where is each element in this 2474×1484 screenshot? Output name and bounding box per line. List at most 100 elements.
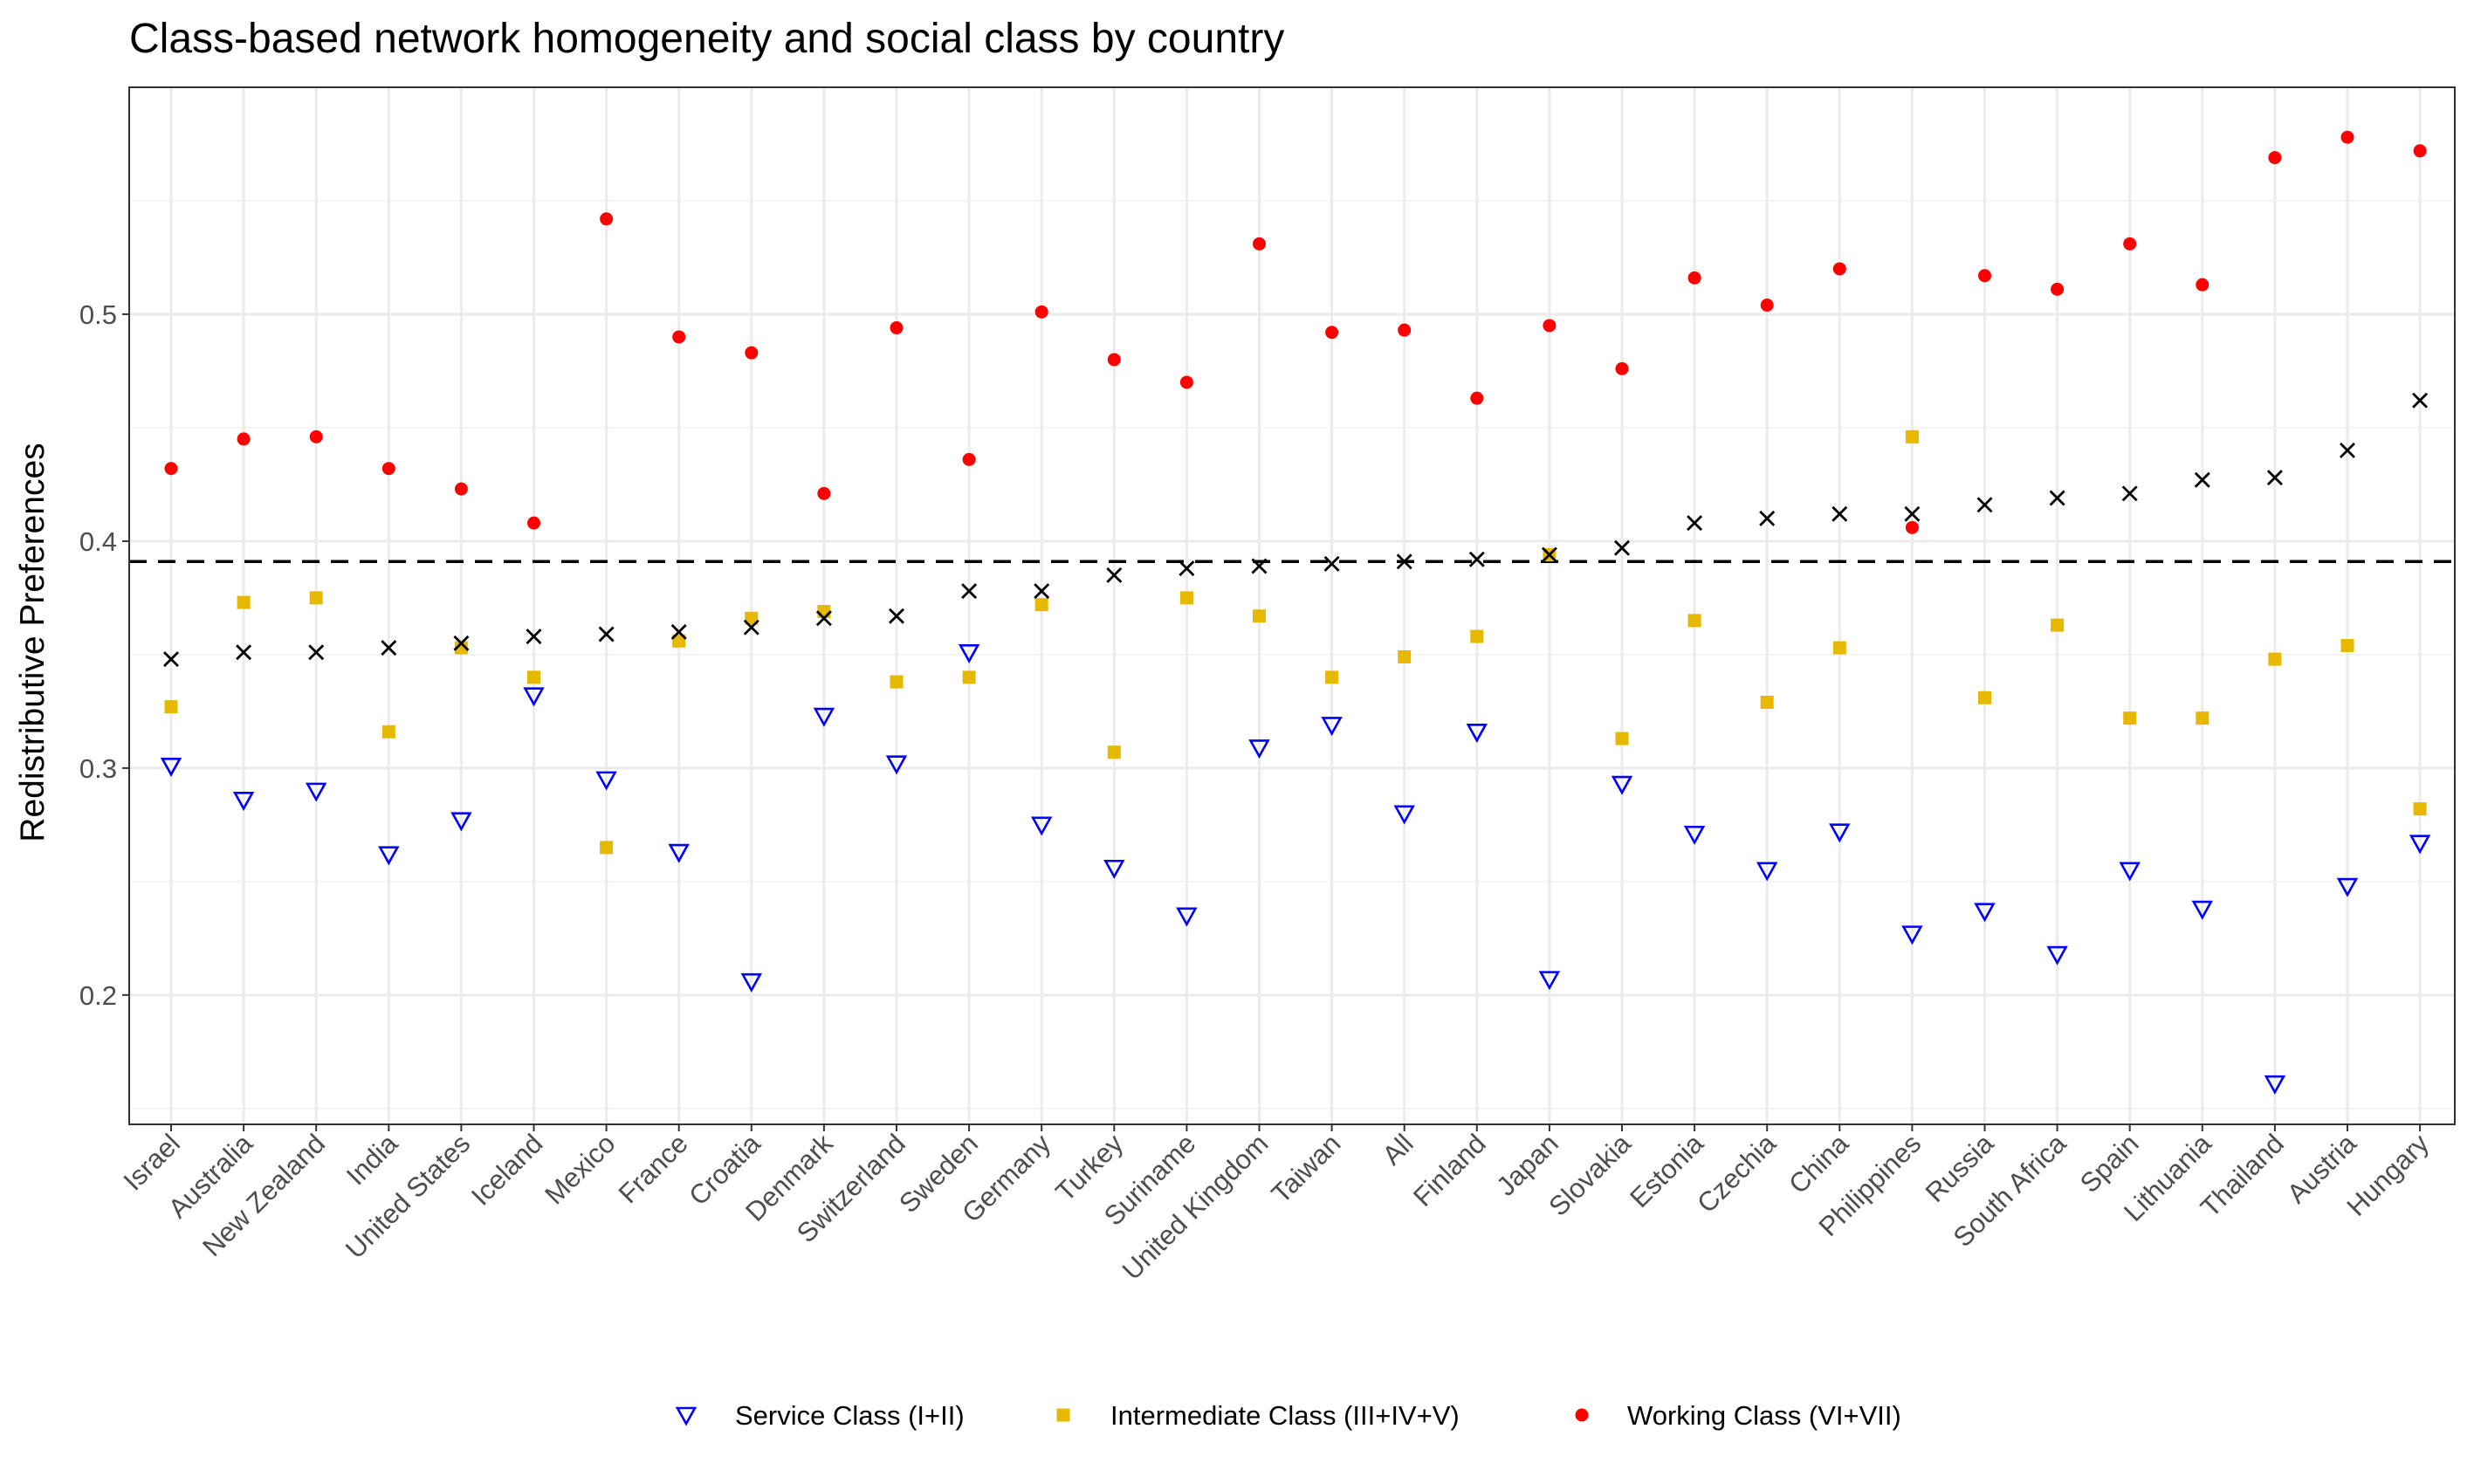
point-triangle-down-open-spain [2119, 862, 2141, 882]
point-triangle-down-open-slovakia [1611, 775, 1633, 795]
point-x-slovakia [1614, 539, 1630, 556]
point-square-south-africa [2051, 618, 2065, 632]
point-square-hungary [2413, 802, 2427, 816]
legend-key-triangle-down-open [675, 1406, 698, 1426]
point-triangle-down-open-denmark [813, 707, 835, 727]
point-triangle-down-open-thailand [2264, 1075, 2286, 1095]
point-square-spain [2123, 711, 2137, 725]
point-x-hungary [2412, 392, 2429, 409]
x-tick-label: Czechia [1691, 1128, 1782, 1219]
point-triangle-down-open-estonia [1683, 825, 1706, 845]
point-triangle-down-open-united-states [450, 812, 472, 832]
point-circle-philippines [1905, 520, 1919, 534]
point-x-croatia [743, 619, 759, 636]
point-circle-slovakia [1615, 361, 1629, 375]
point-triangle-down-open-switzerland [885, 755, 908, 775]
point-circle-thailand [2268, 151, 2282, 165]
x-tick-label: Israel [118, 1128, 186, 1196]
point-square-iceland [527, 670, 540, 684]
point-square-united-kingdom [1253, 609, 1266, 623]
legend: Service Class (I+II) Intermediate Class (… [675, 1400, 1901, 1431]
point-triangle-down-open-suriname [1176, 907, 1198, 927]
point-circle-spain [2123, 237, 2137, 251]
point-x-israel [163, 651, 179, 668]
point-square-switzerland [890, 675, 904, 689]
point-triangle-down-open-china [1829, 823, 1851, 843]
point-square-germany [1034, 598, 1048, 612]
point-circle-india [381, 462, 395, 476]
point-triangle-down-open-austria [2336, 877, 2359, 897]
y-axis: 0.2 0.3 0.4 0.5 [79, 299, 129, 1011]
plot-panel-border [128, 86, 2456, 1125]
point-x-taiwan [1323, 555, 1340, 572]
point-circle-sweden [962, 452, 976, 466]
point-square-france [672, 634, 686, 648]
point-square-australia [237, 595, 251, 609]
point-circle-finland [1470, 391, 1484, 405]
point-circle-taiwan [1325, 326, 1339, 340]
legend-key-circle [1575, 1408, 1589, 1422]
point-x-czechia [1759, 510, 1776, 526]
point-x-china [1831, 505, 1848, 522]
point-circle-france [672, 330, 686, 344]
point-x-spain [2121, 485, 2138, 502]
x-tick-label: Slovakia [1543, 1128, 1637, 1222]
point-square-new-zealand [309, 591, 323, 605]
plot-background [129, 87, 2455, 1124]
point-circle-denmark [817, 486, 831, 500]
point-triangle-down-open-germany [1030, 816, 1053, 836]
x-tick-label: All [1377, 1128, 1419, 1171]
point-circle-russia [1978, 269, 1991, 283]
point-square-suriname [1179, 591, 1193, 605]
point-x-sweden [961, 583, 978, 600]
point-x-india [381, 640, 397, 656]
point-triangle-down-open-sweden [958, 643, 980, 663]
y-tick-label: 0.3 [79, 753, 117, 784]
point-triangle-down-open-new-zealand [305, 782, 327, 802]
point-square-mexico [600, 841, 614, 855]
x-tick-label: United States [340, 1128, 476, 1264]
point-circle-south-africa [2051, 282, 2065, 296]
point-triangle-down-open-russia [1974, 903, 1996, 923]
point-x-denmark [815, 610, 832, 627]
point-triangle-down-open-japan [1538, 971, 1561, 991]
point-triangle-down-open-mexico [595, 771, 617, 791]
point-square-russia [1978, 690, 1991, 704]
y-tick-label: 0.5 [79, 299, 117, 330]
point-circle-australia [237, 432, 251, 446]
point-x-thailand [2266, 470, 2283, 486]
point-triangle-down-open-israel [160, 757, 182, 777]
point-square-sweden [962, 670, 976, 684]
point-x-finland [1468, 551, 1485, 567]
x-tick-label: Mexico [539, 1128, 621, 1210]
point-circle-united-states [454, 482, 468, 496]
point-square-finland [1470, 629, 1484, 643]
x-tick-label: India [340, 1128, 404, 1192]
point-square-estonia [1687, 614, 1701, 628]
point-x-estonia [1687, 515, 1703, 532]
point-triangle-down-open-south-africa [2046, 945, 2068, 965]
point-circle-china [1832, 262, 1846, 276]
point-x-philippines [1904, 505, 1921, 522]
point-triangle-down-open-czechia [1756, 862, 1778, 882]
point-square-slovakia [1615, 732, 1629, 745]
point-x-japan [1541, 546, 1557, 563]
point-x-austria [2340, 442, 2355, 458]
x-tick-label: France [613, 1128, 694, 1209]
point-x-mexico [598, 626, 615, 642]
point-triangle-down-open-france [668, 843, 690, 863]
point-circle-hungary [2413, 144, 2427, 158]
point-square-croatia [745, 611, 759, 625]
y-tick-label: 0.2 [79, 980, 117, 1011]
point-circle-czechia [1760, 299, 1774, 313]
point-x-suriname [1179, 560, 1195, 577]
point-x-south-africa [2049, 490, 2065, 506]
point-square-turkey [1107, 745, 1121, 759]
x-tick-label: Finland [1407, 1128, 1492, 1213]
point-x-turkey [1106, 567, 1123, 583]
point-triangle-down-open-taiwan [1321, 717, 1343, 737]
point-triangle-down-open-lithuania [2191, 900, 2214, 920]
point-square-philippines [1905, 429, 1919, 443]
point-triangle-down-open-turkey [1103, 859, 1125, 879]
